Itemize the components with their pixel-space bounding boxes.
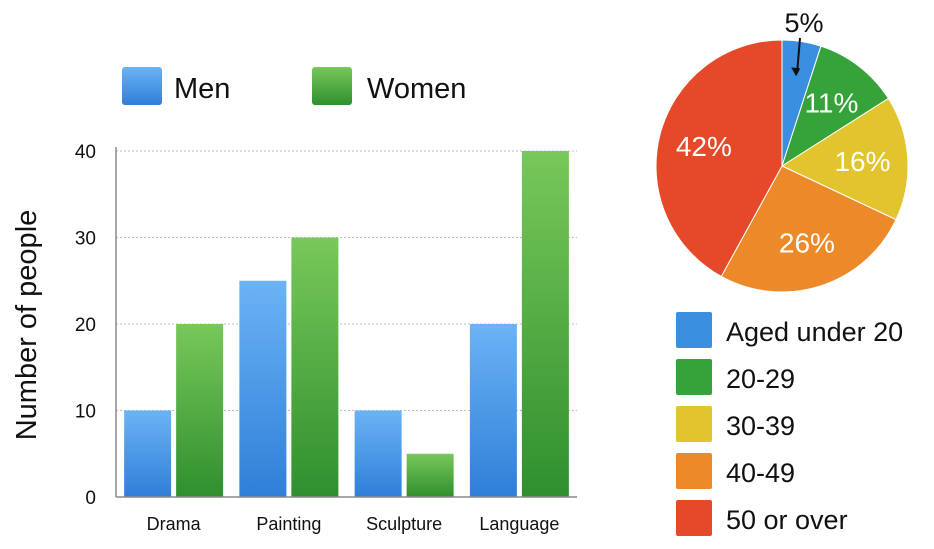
legend-swatch-men <box>122 67 162 105</box>
pie-label: 5% <box>784 8 823 38</box>
pie-label: 11% <box>804 87 858 118</box>
pie-legend-label: 30-39 <box>726 411 795 441</box>
bar-women-painting <box>291 237 339 497</box>
pie-slice <box>655 39 783 278</box>
pie-slice <box>781 45 890 168</box>
pie-chart <box>655 39 909 293</box>
pie-legend-swatch <box>676 312 712 348</box>
pie-legend-label: 40-49 <box>726 458 795 488</box>
pie-label: 42% <box>676 131 732 162</box>
y-tick-label: 40 <box>75 142 96 163</box>
x-category-label: Drama <box>147 514 202 534</box>
pie-labels: 5% 11% 16% 26% 42% <box>676 8 891 259</box>
pie-legend-label: Aged under 20 <box>726 317 903 347</box>
pie-label-arrowhead <box>791 67 801 77</box>
y-tick-labels: 0 10 20 30 40 <box>75 142 96 509</box>
legend-label-women: Women <box>367 73 466 105</box>
bar-women-drama <box>176 324 224 497</box>
pie-legend: Aged under 20 20-29 30-39 40-49 50 or over <box>676 312 903 536</box>
pie-label-arrow <box>796 37 801 72</box>
pie-legend-label: 50 or over <box>726 505 848 535</box>
y-tick-label: 30 <box>75 229 96 250</box>
y-tick-label: 0 <box>85 488 96 509</box>
legend-swatch-women <box>312 67 352 105</box>
bar-legend: Men Women <box>122 67 466 105</box>
pie-legend-swatch <box>676 359 712 395</box>
pie-legend-swatch <box>676 406 712 442</box>
pie-label: 26% <box>779 228 835 259</box>
y-tick-label: 10 <box>75 402 96 423</box>
bar-men-painting <box>239 280 287 497</box>
y-tick-label: 20 <box>75 315 96 336</box>
legend-label-men: Men <box>174 73 230 105</box>
x-category-label: Sculpture <box>366 514 442 534</box>
bar-men-sculpture <box>354 410 402 497</box>
bar-men-drama <box>124 410 172 497</box>
bar-women-sculpture <box>406 453 454 497</box>
pie-label: 16% <box>834 146 890 177</box>
x-category-label: Language <box>479 514 559 534</box>
pie-legend-swatch <box>676 453 712 489</box>
pie-legend-label: 20-29 <box>726 364 795 394</box>
x-category-labels: Drama Painting Sculpture Language <box>147 514 560 534</box>
bar-men-language <box>469 324 517 497</box>
x-category-label: Painting <box>256 514 321 534</box>
bar-axes <box>115 147 577 498</box>
pie-slice <box>780 97 909 221</box>
y-axis-title: Number of people <box>11 210 43 441</box>
bar-women-language <box>521 151 569 497</box>
pie-legend-swatch <box>676 500 712 536</box>
bar-marks <box>124 151 569 497</box>
